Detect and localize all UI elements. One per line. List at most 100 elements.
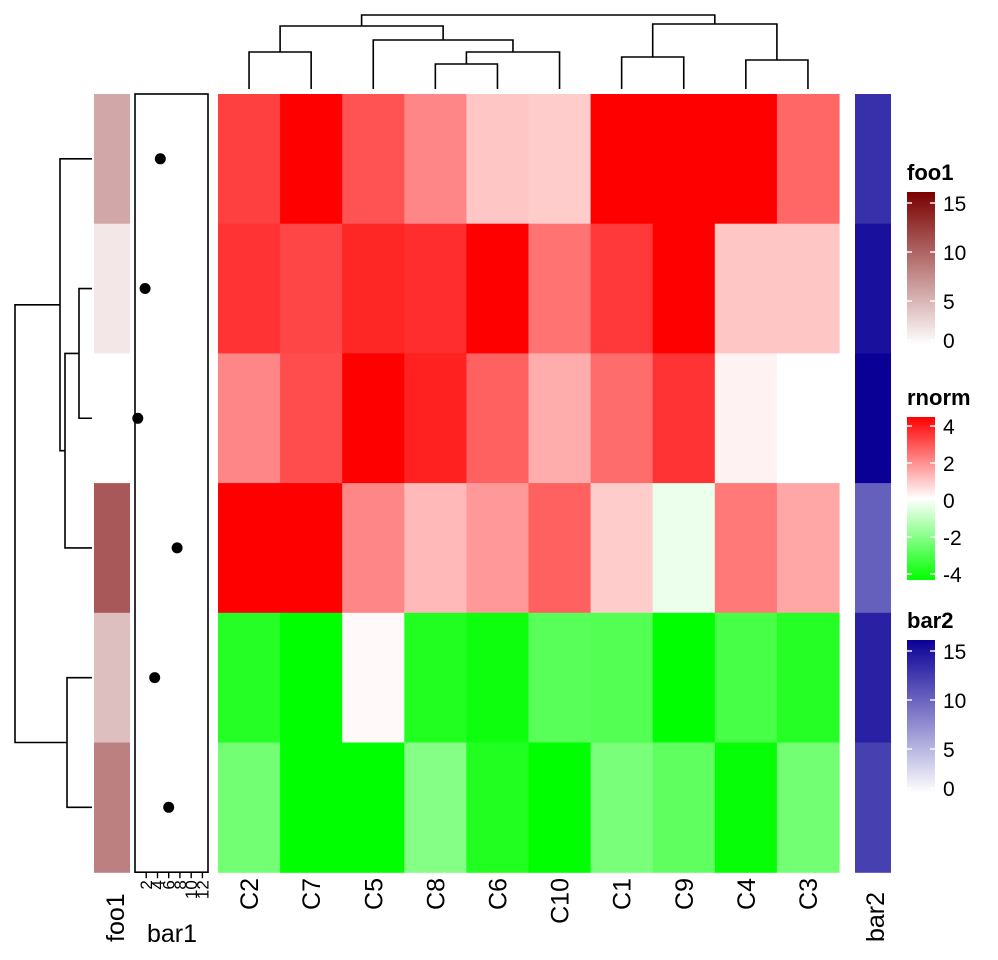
bar1-point bbox=[163, 801, 175, 813]
legend-title: rnorm bbox=[907, 385, 971, 410]
heatmap-cell bbox=[466, 223, 530, 354]
dendrogram-branch bbox=[78, 287, 92, 420]
dendrogram-branch bbox=[248, 51, 312, 89]
foo1-cell bbox=[94, 94, 130, 225]
heatmap-cell bbox=[652, 353, 716, 484]
heatmap-cell bbox=[280, 742, 343, 873]
bar1-tick-label: 12 bbox=[193, 880, 212, 899]
dendrogram-branch bbox=[651, 23, 778, 60]
foo1-cell bbox=[94, 742, 130, 873]
heatmap-cell bbox=[590, 353, 654, 484]
legend-title: foo1 bbox=[907, 160, 953, 185]
heatmap-cell bbox=[280, 612, 343, 744]
column-label: C10 bbox=[547, 878, 575, 924]
heatmap-cell bbox=[404, 94, 467, 225]
heatmap-cell bbox=[404, 742, 467, 873]
heatmap-cell bbox=[466, 94, 530, 225]
heatmap-cell bbox=[342, 742, 405, 873]
heatmap-cell bbox=[776, 742, 840, 873]
heatmap-cell bbox=[652, 612, 716, 744]
bar1-point bbox=[149, 672, 161, 684]
heatmap-cell bbox=[590, 742, 654, 873]
dendrogram-branch bbox=[465, 51, 561, 89]
heatmap-cell bbox=[590, 223, 654, 354]
column-dendrogram bbox=[248, 14, 809, 89]
bar1-tick-label: 4 bbox=[149, 880, 168, 889]
heatmap-cell bbox=[528, 353, 592, 484]
dendrogram-branch bbox=[434, 63, 499, 89]
heatmap-cell bbox=[652, 483, 716, 614]
heatmap-cell bbox=[528, 223, 592, 354]
foo1-cell bbox=[94, 223, 130, 354]
heatmap-cell bbox=[652, 742, 716, 873]
heatmap-cell bbox=[404, 353, 467, 484]
heatmap-cell bbox=[776, 612, 840, 744]
heatmap-cell bbox=[218, 742, 281, 873]
column-label: C4 bbox=[733, 878, 761, 910]
dendrogram-branch bbox=[14, 303, 67, 744]
column-label: C3 bbox=[795, 878, 823, 910]
legend-tick-label: 0 bbox=[943, 490, 955, 513]
column-label: C2 bbox=[236, 878, 264, 910]
heatmap-cell bbox=[466, 483, 530, 614]
bar1-tick-label: 2 bbox=[137, 880, 156, 889]
column-label: C7 bbox=[298, 878, 326, 910]
foo1-annotation bbox=[94, 94, 130, 873]
foo1-cell bbox=[94, 353, 130, 484]
heatmap-cell bbox=[404, 483, 467, 614]
row-dendrogram bbox=[14, 158, 92, 809]
heatmap-cell bbox=[776, 483, 840, 614]
bar2-cell bbox=[855, 612, 891, 744]
legend-tick-label: 15 bbox=[943, 641, 966, 664]
heatmap-cell bbox=[404, 223, 467, 354]
heatmap-cell bbox=[590, 94, 654, 225]
bar2-cell bbox=[855, 94, 891, 225]
legend-tick-label: 0 bbox=[943, 330, 955, 353]
legend-tick-label: 5 bbox=[943, 739, 955, 762]
bar2-annotation-label: bar2 bbox=[862, 892, 890, 942]
legend-title: bar2 bbox=[907, 608, 953, 633]
annotation-labels: foo1 bar1 bar2 bbox=[102, 892, 890, 948]
legend-bar bbox=[907, 417, 935, 580]
legend-tick-label: 4 bbox=[943, 416, 955, 439]
heatmap-cell bbox=[590, 483, 654, 614]
heatmap-cell bbox=[404, 612, 467, 744]
heatmap-cell bbox=[280, 483, 343, 614]
legend-tick-label: 10 bbox=[943, 242, 966, 265]
column-label: C5 bbox=[360, 878, 388, 910]
heatmap-cell bbox=[652, 223, 716, 354]
dendrogram-branch bbox=[360, 14, 716, 26]
bar1-point bbox=[171, 542, 183, 554]
heatmap-cell bbox=[342, 612, 405, 744]
bar2-cell bbox=[855, 223, 891, 354]
bar1-point bbox=[154, 153, 166, 165]
legend-tick-label: -4 bbox=[943, 564, 962, 587]
dendrogram-branch bbox=[620, 56, 685, 89]
bar1-tick-label: 8 bbox=[171, 880, 190, 889]
column-label: C1 bbox=[609, 878, 637, 910]
heatmap-cell bbox=[714, 742, 778, 873]
legend-tick-label: 10 bbox=[943, 690, 966, 713]
dendrogram-branch bbox=[279, 25, 444, 52]
heatmap-cell bbox=[342, 223, 405, 354]
bar1-frame bbox=[134, 93, 209, 874]
heatmap-cell bbox=[342, 483, 405, 614]
bar1-point bbox=[139, 283, 151, 294]
heatmap-cell bbox=[218, 483, 281, 614]
heatmap-cell bbox=[466, 742, 530, 873]
heatmap-cell bbox=[714, 94, 778, 225]
heatmap-cell bbox=[776, 223, 840, 354]
legend-tick-label: 2 bbox=[943, 453, 955, 476]
bar1-point bbox=[132, 412, 144, 424]
heatmap-cell bbox=[528, 612, 592, 744]
legend-tick-label: -2 bbox=[943, 527, 962, 550]
heatmap-cell bbox=[528, 94, 592, 225]
dendrogram-branch bbox=[745, 59, 809, 89]
legend-foo1: foo1 15 10 5 0 bbox=[907, 160, 966, 353]
heatmap-cell bbox=[714, 612, 778, 744]
heatmap-cell bbox=[776, 94, 840, 225]
heatmap-cell bbox=[342, 94, 405, 225]
foo1-cell bbox=[94, 483, 130, 614]
